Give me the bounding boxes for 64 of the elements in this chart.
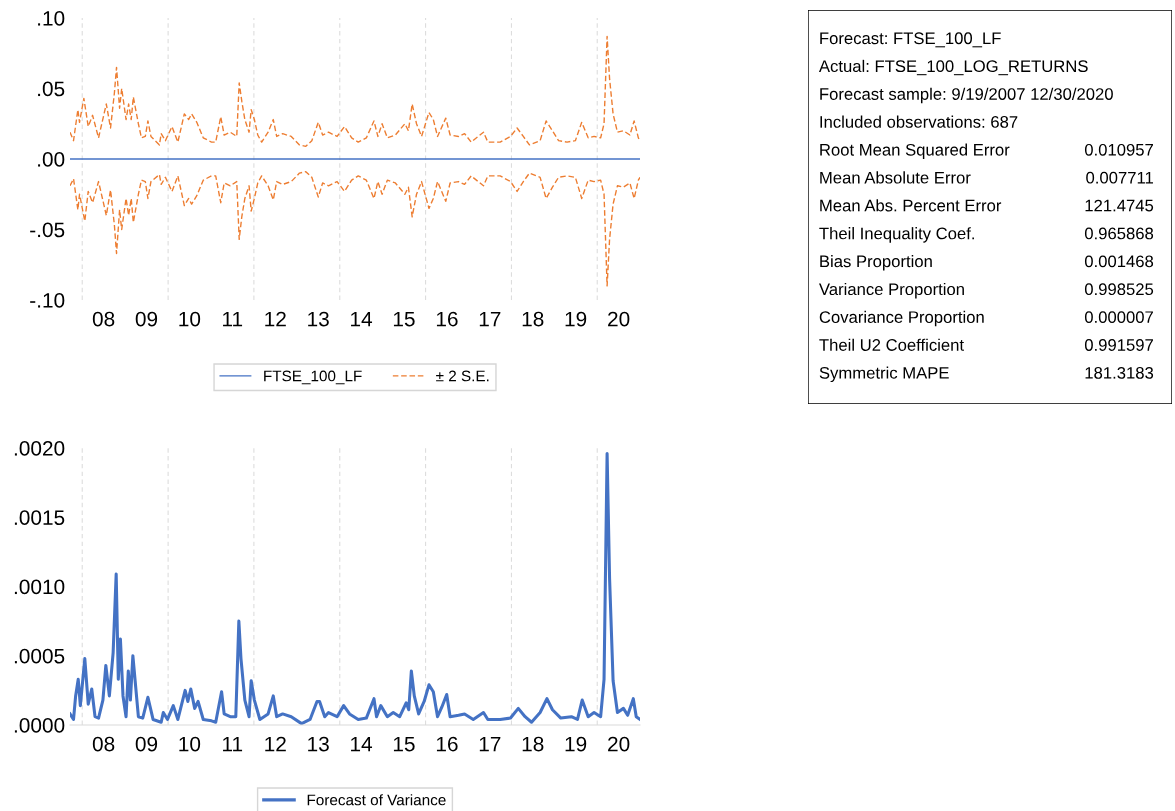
y-tick-label: .0015 — [14, 510, 65, 525]
y-tick-label: .0010 — [14, 579, 65, 595]
x-tick-label: 09 — [135, 736, 158, 752]
category-label: Variance Proportion — [818, 282, 964, 299]
y-tick-label: .05 — [38, 81, 65, 97]
text: 181.3183 — [1085, 366, 1154, 379]
x-tick-label: 15 — [393, 311, 415, 327]
x-tick-label: 10 — [179, 311, 201, 327]
x-tick-label: 19 — [565, 736, 587, 752]
category-label: Symmetric MAPE — [819, 366, 949, 383]
legend-label: Forecast of Variance — [307, 794, 446, 806]
x-tick-label: 13 — [308, 736, 329, 752]
x-tick-label: 13 — [308, 311, 329, 327]
x-tick-label: 16 — [436, 736, 458, 752]
x-tick-label: 18 — [522, 311, 544, 327]
text: 0.965868 — [1084, 227, 1154, 240]
x-tick-label: 14 — [351, 736, 373, 752]
x-tick-label: 11 — [223, 736, 243, 752]
x-tick-label: 12 — [265, 311, 286, 327]
x-tick-label: 20 — [608, 736, 630, 752]
line-series — [70, 35, 640, 148]
x-tick-label: 09 — [135, 311, 158, 327]
category-label: Theil Inequality Coef. — [819, 227, 974, 243]
text: 0.991597 — [1084, 339, 1153, 351]
category-label: Mean Abs. Percent Error — [820, 199, 1002, 212]
x-tick-label: 12 — [265, 736, 286, 752]
y-tick-label: .0000 — [14, 718, 65, 733]
x-tick-label: 11 — [223, 311, 243, 327]
category-label: Forecast: FTSE_100_LF — [820, 32, 1001, 48]
x-tick-label: 19 — [565, 311, 587, 327]
line-series — [70, 170, 640, 287]
x-tick-label: 15 — [393, 736, 415, 752]
y-tick-label: .10 — [38, 11, 65, 26]
y-tick-label: .00 — [38, 152, 65, 167]
text: 0.010957 — [1084, 143, 1153, 156]
text: 0.001468 — [1084, 255, 1154, 268]
x-tick-label: 08 — [92, 311, 115, 327]
x-tick-label: 14 — [351, 311, 373, 327]
x-tick-label: 10 — [179, 736, 201, 752]
text: 0.007711 — [1086, 171, 1153, 184]
category-label: Actual: FTSE_100_LOG_RETURNS — [818, 59, 1088, 76]
legend-label: ± 2 S.E. — [436, 370, 489, 382]
x-tick-label: 18 — [522, 736, 544, 752]
category-label: Mean Absolute Error — [820, 171, 971, 184]
category-label: Bias Proportion — [820, 255, 932, 271]
line-series — [70, 452, 640, 725]
x-tick-label: 20 — [608, 311, 630, 327]
text: 0.000007 — [1084, 311, 1153, 324]
x-tick-label: 16 — [436, 311, 458, 327]
text: 121.4745 — [1085, 199, 1154, 212]
y-tick-label: -.10 — [30, 293, 65, 308]
y-tick-label: .0020 — [14, 441, 65, 456]
x-tick-label: 17 — [479, 311, 501, 327]
category-label: Root Mean Squared Error — [820, 143, 1010, 159]
category-label: Covariance Proportion — [819, 310, 984, 327]
y-tick-label: .0005 — [14, 648, 65, 664]
y-tick-label: -.05 — [30, 222, 65, 238]
x-tick-label: 08 — [92, 736, 115, 752]
x-tick-label: 17 — [479, 736, 501, 752]
text: 0.998525 — [1084, 283, 1154, 296]
category-label: Theil U2 Coefficient — [819, 338, 964, 351]
category-label: Included observations: 687 — [820, 115, 1018, 128]
category-label: Forecast sample: 9/19/2007 12/30/2020 — [820, 87, 1113, 104]
legend-label: FTSE_100_LF — [264, 370, 362, 385]
